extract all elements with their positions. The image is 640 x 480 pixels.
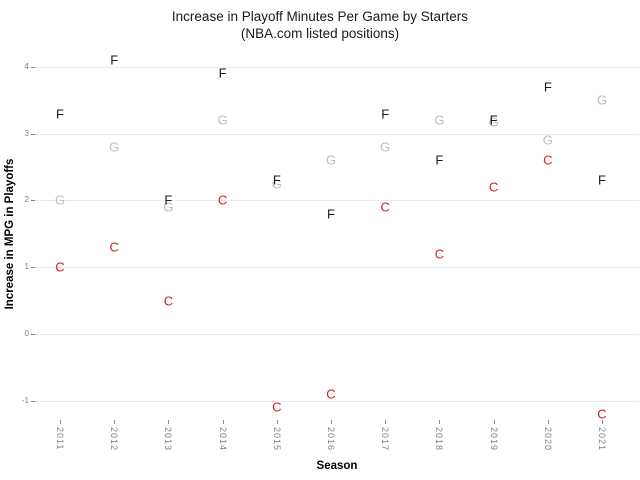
- data-point-C-2016: C: [326, 386, 336, 402]
- y-tick-label--1: -1: [21, 395, 29, 405]
- data-point-F-2015: F: [272, 172, 281, 188]
- data-point-F-2013: F: [164, 192, 173, 208]
- x-tick-mark-2020: [547, 420, 549, 424]
- x-axis-title: Season: [316, 460, 358, 472]
- data-point-G-2020: G: [542, 132, 553, 148]
- data-point-C-2015: C: [272, 399, 282, 415]
- x-tick-label-2012: 2012: [109, 427, 120, 452]
- data-point-G-2016: G: [325, 152, 337, 168]
- x-tick-mark-2014: [222, 420, 224, 424]
- x-tick-label-2011: 2011: [55, 427, 65, 451]
- data-point-C-2018: C: [434, 246, 445, 262]
- x-tick-label-2018: 2018: [434, 427, 445, 452]
- x-tick-label-2021: 2021: [597, 427, 607, 452]
- data-point-G-2021: G: [596, 92, 608, 108]
- gridline-y-3: [35, 133, 639, 135]
- chart-title: Increase in Playoff Minutes Per Game by …: [0, 8, 640, 42]
- data-point-F-2017: F: [381, 106, 390, 122]
- data-point-C-2017: C: [380, 199, 390, 215]
- data-point-F-2020: F: [543, 79, 552, 95]
- x-tick-label-2019: 2019: [488, 427, 499, 452]
- data-point-G-2015: G: [271, 176, 282, 192]
- gridline-y-2: [35, 200, 639, 202]
- y-tick-label-4: 4: [24, 61, 29, 71]
- gridline-y-4: [35, 66, 639, 68]
- x-tick-mark-2017: [385, 420, 387, 424]
- data-point-C-2014: C: [217, 192, 228, 208]
- x-tick-mark-2013: [168, 420, 170, 424]
- y-tick-label-1: 1: [24, 262, 29, 272]
- y-tick-mark-1: [31, 267, 35, 269]
- data-point-F-2018: F: [435, 152, 444, 168]
- x-tick-mark-2019: [493, 420, 495, 424]
- data-point-C-2012: C: [109, 239, 119, 255]
- data-point-G-2018: G: [434, 112, 445, 128]
- data-point-G-2014: G: [217, 112, 228, 128]
- y-tick-mark-3: [31, 133, 35, 135]
- x-tick-label-2016: 2016: [326, 427, 336, 452]
- x-tick-label-2014: 2014: [217, 427, 228, 452]
- x-tick-mark-2018: [439, 420, 441, 424]
- data-point-C-2020: C: [543, 152, 553, 168]
- data-point-F-2012: F: [110, 52, 119, 68]
- gridline-y-1: [35, 267, 639, 269]
- x-tick-label-2020: 2020: [542, 427, 553, 452]
- chart-title-line2: (NBA.com listed positions): [240, 26, 400, 41]
- data-point-C-2021: C: [597, 406, 607, 422]
- gridline-y--1: [35, 400, 639, 402]
- data-point-C-2011: C: [55, 259, 65, 275]
- gridline-y-0: [35, 334, 639, 335]
- data-point-C-2019: C: [488, 179, 499, 195]
- data-point-G-2017: G: [380, 139, 391, 155]
- y-tick-mark--1: [31, 400, 35, 402]
- data-point-G-2019: G: [488, 114, 499, 130]
- x-tick-mark-2016: [331, 420, 332, 424]
- x-tick-label-2017: 2017: [380, 427, 391, 452]
- y-tick-mark-4: [31, 66, 35, 68]
- chart-title-line1: Increase in Playoff Minutes Per Game by …: [171, 9, 469, 24]
- y-tick-label-3: 3: [24, 128, 29, 138]
- data-point-G-2011: G: [54, 192, 66, 208]
- data-point-F-2016: F: [327, 206, 335, 222]
- data-point-F-2014: F: [218, 65, 227, 81]
- x-tick-mark-2011: [60, 420, 61, 424]
- data-point-C-2013: C: [163, 293, 174, 309]
- x-tick-mark-2012: [114, 420, 116, 424]
- x-tick-mark-2015: [276, 420, 278, 424]
- y-tick-label-0: 0: [24, 329, 29, 338]
- y-tick-label-2: 2: [24, 195, 29, 205]
- y-tick-mark-0: [31, 334, 35, 335]
- x-tick-label-2013: 2013: [163, 427, 174, 452]
- data-point-G-2013: G: [163, 199, 174, 215]
- data-point-G-2012: G: [109, 139, 120, 155]
- data-point-F-2019: F: [489, 112, 498, 128]
- data-point-F-2021: F: [598, 172, 606, 188]
- x-tick-mark-2021: [602, 420, 603, 424]
- y-tick-mark-2: [31, 200, 35, 202]
- x-tick-label-2015: 2015: [271, 427, 282, 452]
- data-point-F-2011: F: [56, 106, 64, 122]
